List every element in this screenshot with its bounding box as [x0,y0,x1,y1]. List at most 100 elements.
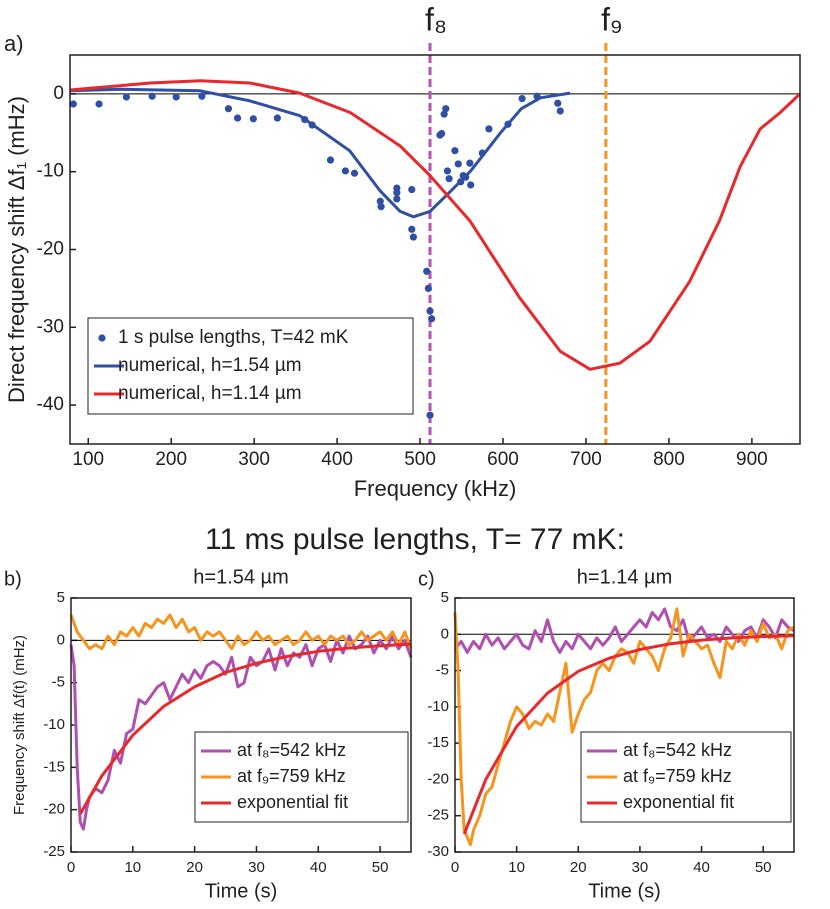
data-point [341,167,350,175]
x-tick-label: 400 [321,449,353,470]
data-point [428,315,436,323]
x-tick-label: 500 [404,449,436,470]
x-axis-label: Frequency (kHz) [354,476,517,501]
y-tick-label: -25 [427,807,449,824]
y-tick-label: 0 [57,631,65,648]
y-axis-label: Direct frequency shift Δf₁ (mHz) [4,96,29,403]
data-point [424,284,432,292]
x-tick-label: 30 [248,859,265,876]
plot-frame [454,597,795,853]
data-point [454,160,462,168]
y-tick-label: -15 [43,758,65,775]
data-point [445,175,453,183]
x-tick-label: 800 [653,449,685,470]
x-tick-label: 0 [451,859,459,876]
panel: a) Frequency (kHz) Direct frequency shift … [4,1,802,501]
legend-symbol [98,334,106,342]
x-axis-label: Time (s) [588,880,661,902]
y-tick-label: 0 [53,83,64,104]
y-tick-label: -20 [427,770,449,787]
y-tick-label: -20 [43,801,65,818]
data-point [556,107,564,115]
y-tick-label: -5 [52,674,65,691]
data-point [393,195,401,203]
y-tick-label: -15 [427,734,449,751]
data-point [408,185,416,194]
marker-label: f₉ [601,1,623,37]
data-point [377,203,385,211]
x-tick-label: 600 [487,449,519,470]
data-point [69,100,77,108]
panel: b) h=1.54 µm Time (s) Frequency shift Δf(t)… [4,566,413,902]
data-point [233,114,242,122]
chart-title: h=1.14 µm [577,566,672,588]
y-tick-label: -30 [37,316,64,337]
legend-label: 1 s pulse lengths, T=42 mK [118,327,349,348]
series-line [78,642,412,815]
legend-box [87,317,414,415]
data-point [554,99,562,107]
data-point [426,411,434,419]
legend-label: at f₉=759 kHz [237,766,346,786]
data-point [443,167,452,175]
data-point [518,94,526,103]
series-line [462,634,795,835]
data-point [409,233,418,241]
series-line [69,79,802,371]
chart-title: h=1.54 µm [193,566,288,588]
data-point [95,100,103,108]
y-tick-label: 5 [57,589,65,606]
panel-label: a) [4,31,24,56]
data-point [485,125,493,133]
panel-label: c) [418,568,435,590]
data-point [442,105,450,113]
x-tick-label: 100 [72,449,104,470]
y-tick-label: 5 [441,589,449,606]
y-tick-label: -30 [427,843,449,860]
x-tick-label: 10 [508,859,525,876]
data-point [408,225,416,233]
series-line [453,607,795,654]
x-tick-label: 20 [570,859,587,876]
plot-frame [70,597,412,853]
legend-label: exponential fit [237,792,348,812]
y-tick-label: -40 [37,394,64,415]
data-point [249,115,257,123]
x-tick-label: 300 [238,449,270,470]
marker-label: f₈ [425,1,447,37]
x-tick-label: 20 [186,859,203,876]
y-axis-label: Frequency shift Δf(t) (mHz) [11,635,28,815]
x-tick-label: 40 [310,859,327,876]
x-tick-label: 40 [693,859,710,876]
data-point [440,110,448,118]
plot-frame [69,54,801,445]
x-tick-label: 200 [155,449,187,470]
legend-label: numerical, h=1.54 µm [118,355,302,376]
y-tick-label: -20 [37,239,64,260]
y-tick-label: -5 [436,662,449,679]
legend-label: at f₈=542 kHz [623,740,732,760]
y-tick-label: -10 [427,698,449,715]
x-tick-label: 10 [124,859,141,876]
y-tick-label: 0 [441,625,449,642]
data-point [326,156,335,164]
series-line [69,613,413,651]
x-tick-label: 50 [372,859,389,876]
data-point [451,147,459,155]
data-point [438,129,446,138]
legend-label: exponential fit [623,792,734,812]
x-tick-label: 30 [632,859,649,876]
y-tick-label: -25 [43,843,65,860]
x-tick-label: 700 [570,449,602,470]
data-point [350,169,359,177]
data-point [426,307,434,315]
data-point [273,114,281,122]
x-axis-label: Time (s) [205,880,278,902]
heading: 11 ms pulse lengths, T= 77 mK: [205,523,625,556]
x-tick-label: 0 [67,859,75,876]
y-tick-label: -10 [37,161,64,182]
series-line [69,87,571,219]
x-tick-label: 900 [736,449,768,470]
